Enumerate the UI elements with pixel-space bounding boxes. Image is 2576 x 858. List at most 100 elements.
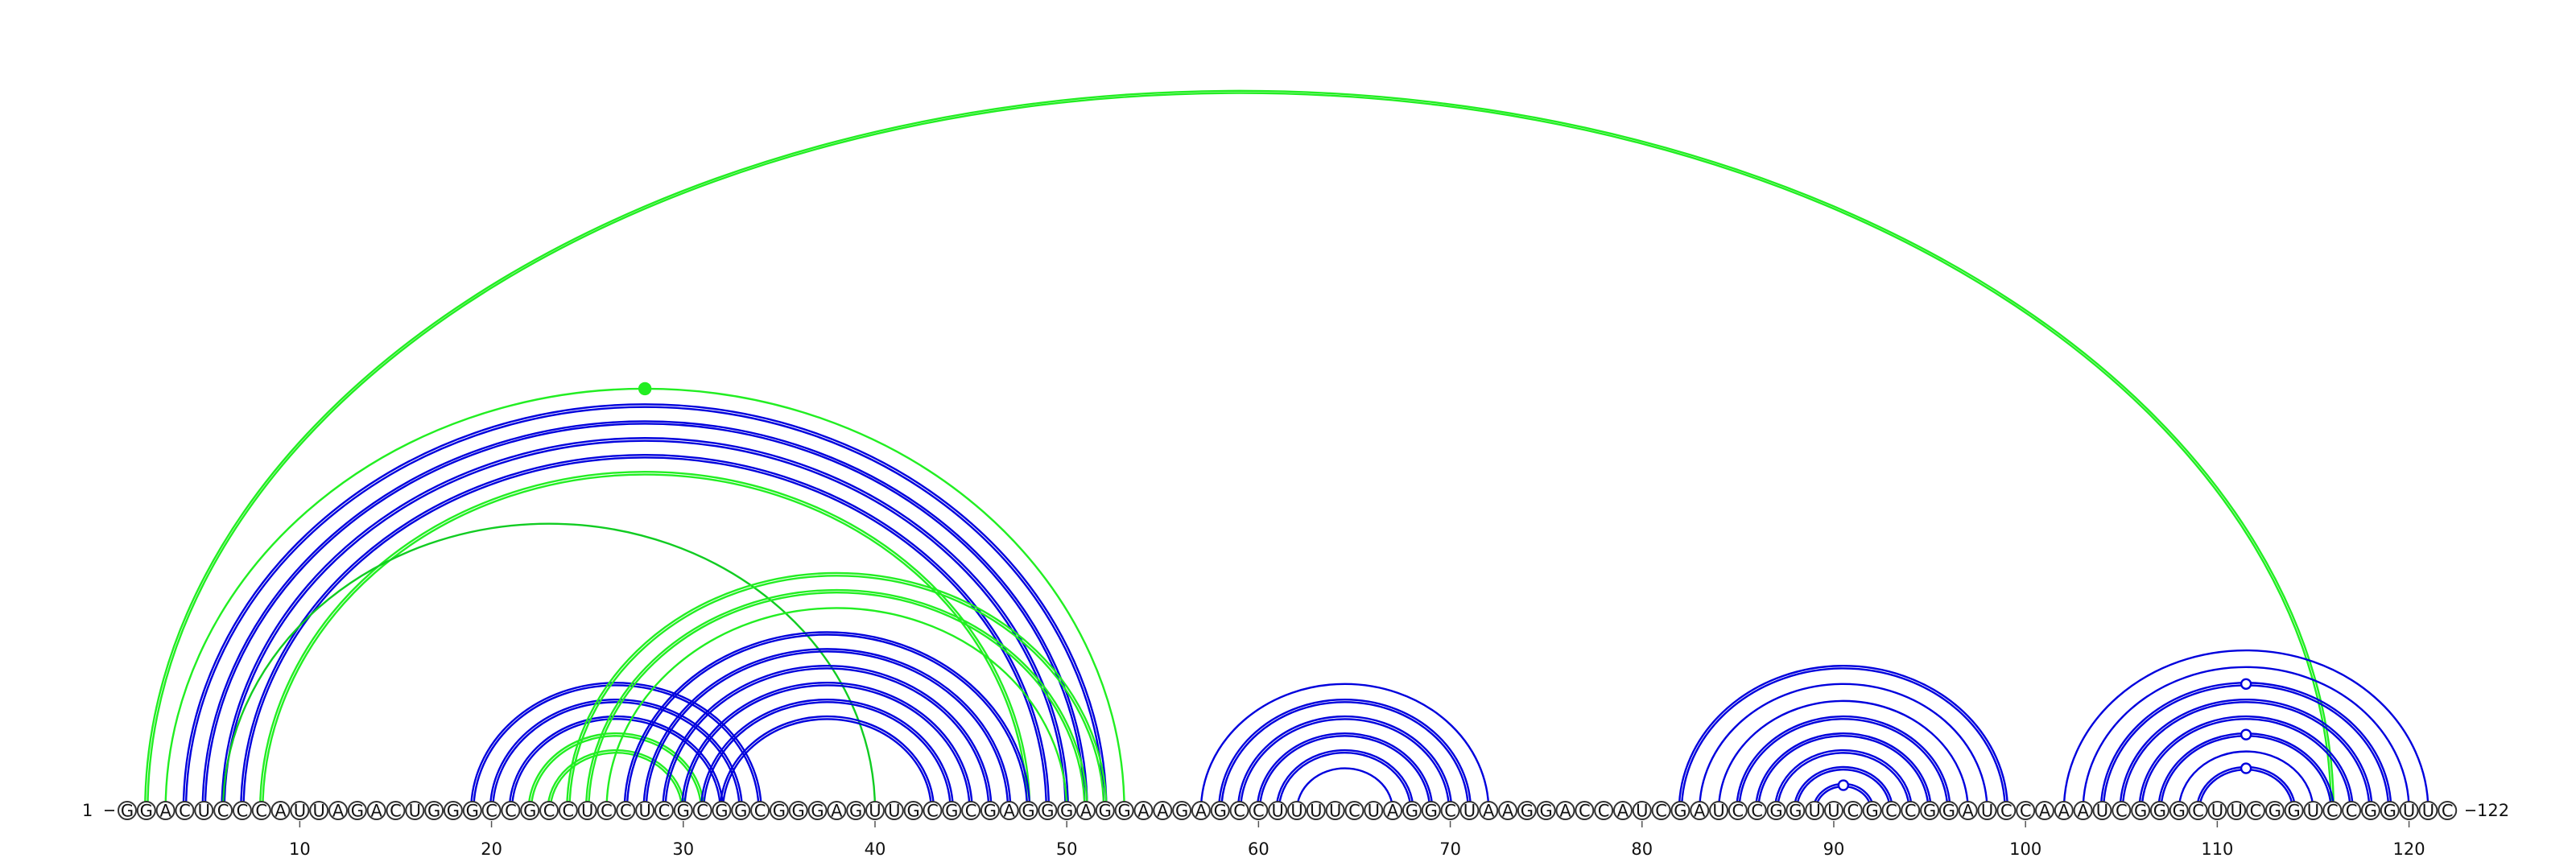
nucleotide-12: A bbox=[332, 802, 345, 821]
nucleotide-101: A bbox=[2039, 802, 2051, 821]
nucleotide-circle-59 bbox=[1229, 801, 1249, 820]
nucleotide-106: G bbox=[2134, 802, 2147, 821]
arc-108-115 bbox=[2178, 750, 2314, 811]
nucleotide-circle-80 bbox=[1632, 801, 1652, 820]
arc-3-53 bbox=[164, 387, 1125, 811]
nucleotide-circle-43 bbox=[923, 801, 943, 820]
nucleotide-19: G bbox=[466, 802, 479, 821]
nucleotide-105: C bbox=[2116, 802, 2128, 821]
nucleotide-6: C bbox=[217, 802, 229, 821]
nucleotide-65: C bbox=[1348, 802, 1360, 821]
nucleotide-circle-6 bbox=[213, 801, 233, 820]
nucleotide-98: U bbox=[1981, 802, 1993, 821]
arc-106-117 bbox=[2140, 718, 2351, 811]
nucleotide-circle-48 bbox=[1018, 801, 1038, 820]
tick-label-50: 50 bbox=[1056, 839, 1078, 858]
nucleotide-circle-12 bbox=[328, 801, 349, 820]
nucleotide-45: C bbox=[965, 802, 977, 821]
nucleotide-82: G bbox=[1674, 802, 1686, 821]
nucleotide-59: C bbox=[1233, 802, 1245, 821]
nucleotide-28: U bbox=[638, 802, 650, 821]
arc-31-44 bbox=[703, 701, 952, 811]
arc-20-33 bbox=[489, 698, 744, 811]
nucleotide-circle-73 bbox=[1498, 801, 1518, 820]
nucleotide-circle-70 bbox=[1440, 801, 1460, 820]
tick-label-120: 120 bbox=[2393, 839, 2425, 858]
nucleotide-10: U bbox=[294, 802, 306, 821]
nucleotide-108: G bbox=[2173, 802, 2186, 821]
nucleotide-circle-53 bbox=[1114, 801, 1134, 820]
nucleotide-circle-102 bbox=[2054, 801, 2074, 820]
nucleotide-114: G bbox=[2288, 802, 2301, 821]
nucleotide-104: U bbox=[2096, 802, 2108, 821]
nucleotide-circle-26 bbox=[597, 801, 617, 820]
nucleotide-73: A bbox=[1502, 802, 1514, 821]
nucleotide-23: C bbox=[543, 802, 555, 821]
nucleotide-circle-116 bbox=[2322, 801, 2343, 820]
nucleotide-43: C bbox=[927, 802, 939, 821]
apex-marker-3-53 bbox=[638, 382, 652, 396]
nucleotide-circle-79 bbox=[1612, 801, 1633, 820]
nucleotide-120: U bbox=[2403, 802, 2415, 821]
nucleotide-circle-3 bbox=[155, 801, 175, 820]
nucleotide-circle-68 bbox=[1402, 801, 1422, 820]
nucleotide-100: C bbox=[2020, 802, 2032, 821]
arc-57-72 bbox=[1199, 683, 1490, 811]
nucleotide-circle-28 bbox=[635, 801, 655, 820]
arc-32-43 bbox=[719, 715, 935, 811]
nucleotide-circle-7 bbox=[232, 801, 252, 820]
arc-102-121 bbox=[2062, 649, 2429, 811]
nucleotide-circle-9 bbox=[270, 801, 291, 820]
nucleotide-110: U bbox=[2211, 802, 2223, 821]
nucleotide-33: G bbox=[734, 802, 747, 821]
nucleotide-circle-104 bbox=[2092, 801, 2112, 820]
nucleotide-85: C bbox=[1732, 802, 1744, 821]
nucleotide-circle-29 bbox=[654, 801, 674, 820]
nucleotide-circle-39 bbox=[846, 801, 866, 820]
nucleotide-circle-17 bbox=[424, 801, 444, 820]
arc-6-40 bbox=[221, 522, 877, 811]
nucleotide-circle-21 bbox=[501, 801, 521, 820]
nucleotide-circle-106 bbox=[2131, 801, 2151, 820]
nucleotide-circle-60 bbox=[1249, 801, 1269, 820]
arc-24-52 bbox=[566, 571, 1108, 811]
arc-58-71 bbox=[1217, 698, 1472, 811]
nucleotide-circle-61 bbox=[1268, 801, 1288, 820]
nucleotide-circle-71 bbox=[1459, 801, 1480, 820]
nucleotide-11: U bbox=[313, 802, 325, 821]
nucleotide-circle-63 bbox=[1306, 801, 1326, 820]
nucleotide-69: G bbox=[1425, 802, 1438, 821]
arc-30-45 bbox=[683, 684, 971, 811]
nucleotide-circle-89 bbox=[1805, 801, 1825, 820]
nucleotide-39: G bbox=[849, 802, 862, 821]
arc-61-68 bbox=[1278, 752, 1412, 811]
nucleotide-circle-10 bbox=[290, 801, 310, 820]
nucleotide-circle-86 bbox=[1747, 801, 1767, 820]
nucleotide-31: C bbox=[696, 802, 708, 821]
arc-88-93 bbox=[1793, 765, 1894, 811]
nucleotide-89: U bbox=[1808, 802, 1820, 821]
nucleotide-circle-94 bbox=[1901, 801, 1921, 820]
arc-59-70 bbox=[1239, 718, 1451, 811]
nucleotide-57: A bbox=[1195, 802, 1208, 821]
nucleotide-60: C bbox=[1253, 802, 1265, 821]
nucleotide-circle-72 bbox=[1479, 801, 1499, 820]
nucleotide-48: G bbox=[1022, 802, 1034, 821]
arc-4-52 bbox=[184, 406, 1105, 811]
nucleotide-58: G bbox=[1214, 802, 1227, 821]
nucleotide-83: A bbox=[1694, 802, 1706, 821]
nucleotide-circle-93 bbox=[1881, 801, 1901, 820]
arc-8-48 bbox=[262, 473, 1029, 811]
nucleotide-50: G bbox=[1060, 802, 1073, 821]
arc-83-98 bbox=[1699, 683, 1988, 811]
nucleotide-51: A bbox=[1080, 802, 1092, 821]
arc-24-52 bbox=[568, 575, 1105, 811]
nucleotide-64: U bbox=[1329, 802, 1341, 821]
nucleotide-circle-11 bbox=[309, 801, 329, 820]
arc-87-94 bbox=[1776, 752, 1910, 811]
nucleotide-circle-44 bbox=[942, 801, 962, 820]
nucleotide-49: G bbox=[1041, 802, 1054, 821]
arc-2-116 bbox=[144, 89, 2335, 811]
nucleotide-13: G bbox=[351, 802, 364, 821]
nucleotide-circle-1 bbox=[118, 801, 137, 820]
